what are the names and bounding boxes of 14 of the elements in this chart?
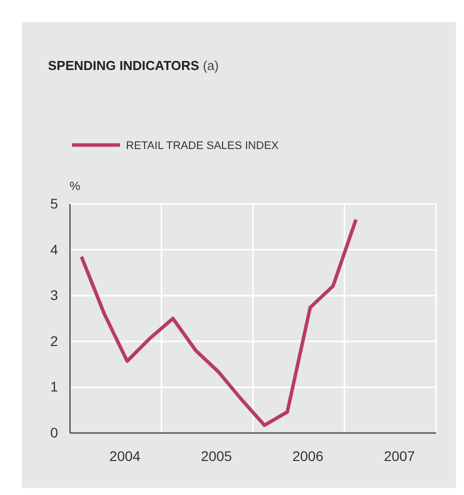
y-tick-label: 4 <box>50 241 58 258</box>
y-axis-title: % <box>70 179 81 193</box>
line-series <box>80 218 358 427</box>
y-tick-label: 1 <box>50 378 58 395</box>
y-tick-label: 0 <box>50 424 58 440</box>
x-tick-label: 2004 <box>109 448 141 464</box>
x-tick-label: 2007 <box>384 448 416 464</box>
y-tick-label: 5 <box>50 195 58 212</box>
x-tick-label: 2006 <box>292 448 324 464</box>
legend-label: RETAIL TRADE SALES INDEX <box>126 140 280 152</box>
x-tick-label: 2005 <box>200 448 232 464</box>
y-tick-label: 2 <box>50 332 58 349</box>
chart-title: SPENDING INDICATORS (a) <box>48 58 219 73</box>
y-tick-label: 3 <box>50 287 58 304</box>
